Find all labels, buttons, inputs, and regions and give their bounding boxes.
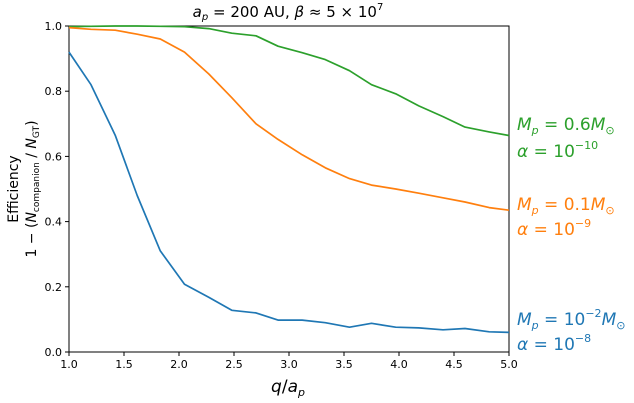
y-tick-label: 0.6 <box>45 150 63 163</box>
annotation-green: Mp = 0.6M⊙ α = 10−10 <box>517 115 615 162</box>
series-line-orange <box>68 26 510 212</box>
annotation-green-mass: Mp = 0.6M⊙ <box>517 115 615 137</box>
y-tick-label: 0.8 <box>45 85 63 98</box>
y-tick-label: 1.0 <box>45 20 63 33</box>
y-tick-label: 0.4 <box>45 216 63 229</box>
x-tick-label: 4.5 <box>445 358 463 371</box>
y-tick-label: 0.2 <box>45 281 63 294</box>
x-tick-label: 1.0 <box>60 358 78 371</box>
y-tick-label: 0.0 <box>45 346 63 359</box>
annotation-green-alpha: α = 10−10 <box>517 139 598 162</box>
tick-layer: 1.0 1.5 2.0 2.5 3.0 3.5 4.0 4.5 5.0 0.0 0.2 0.4 0.6 0… <box>45 20 518 371</box>
annotation-blue-alpha: α = 10−8 <box>517 332 591 355</box>
annotation-blue: Mp = 10−2M⊙ α = 10−8 <box>517 307 625 355</box>
x-tick-label: 3.0 <box>280 358 298 371</box>
x-tick-label: 3.5 <box>335 358 353 371</box>
annotation-orange-mass: Mp = 0.1M⊙ <box>517 195 615 217</box>
series-layer <box>68 25 510 334</box>
y-axis-label-line2: 1 − (Ncompanion / NGT) <box>24 120 42 257</box>
x-tick-label: 5.0 <box>500 358 518 371</box>
annotation-orange: Mp = 0.1M⊙ α = 10−9 <box>517 195 615 240</box>
series-line-green <box>68 25 510 137</box>
x-tick-label: 1.5 <box>115 358 133 371</box>
y-axis-label-line1: Efficiency <box>6 155 22 222</box>
annotation-orange-alpha: α = 10−9 <box>517 217 591 240</box>
x-tick-label: 2.5 <box>225 358 243 371</box>
x-axis-label: q/ap <box>271 377 305 399</box>
annotation-blue-mass: Mp = 10−2M⊙ <box>517 307 625 332</box>
x-tick-label: 4.0 <box>390 358 408 371</box>
x-tick-label: 2.0 <box>170 358 188 371</box>
chart-title: ap = 200 AU, β ≈ 5 × 107 <box>193 2 384 23</box>
series-line-blue <box>68 51 510 334</box>
